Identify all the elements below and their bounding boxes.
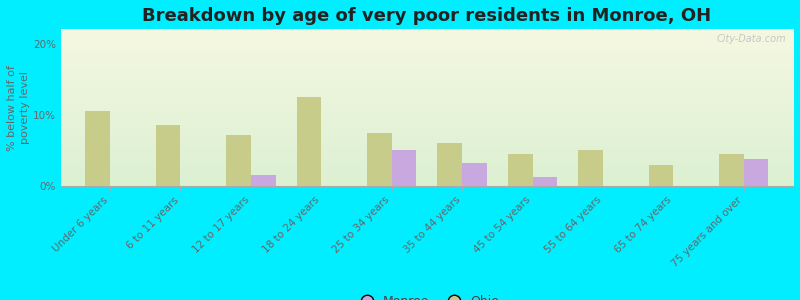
Bar — [367, 133, 392, 186]
Bar — [508, 154, 533, 186]
Bar — [86, 111, 110, 186]
Legend: Monroe, Ohio: Monroe, Ohio — [350, 290, 505, 300]
Bar — [226, 135, 251, 186]
Bar — [578, 150, 603, 186]
Text: City-Data.com: City-Data.com — [716, 34, 786, 44]
Bar — [744, 159, 769, 186]
Bar — [649, 165, 674, 186]
Bar — [156, 125, 181, 186]
Bar — [251, 175, 275, 186]
Bar — [392, 150, 416, 186]
Bar — [533, 178, 557, 186]
Bar — [438, 143, 462, 186]
Title: Breakdown by age of very poor residents in Monroe, OH: Breakdown by age of very poor residents … — [142, 7, 711, 25]
Bar — [719, 154, 744, 186]
Y-axis label: % below half of
poverty level: % below half of poverty level — [7, 65, 30, 151]
Bar — [297, 97, 322, 186]
Bar — [462, 163, 486, 186]
